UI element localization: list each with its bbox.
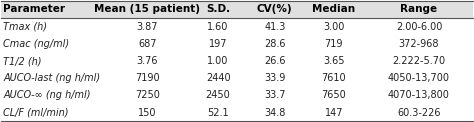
Text: Median: Median — [312, 4, 356, 14]
Text: T1/2 (h): T1/2 (h) — [3, 56, 42, 66]
Text: AUCO-∞ (ng h/ml): AUCO-∞ (ng h/ml) — [3, 90, 91, 100]
Text: 7250: 7250 — [135, 90, 160, 100]
Text: 2450: 2450 — [206, 90, 230, 100]
Text: 197: 197 — [209, 39, 228, 49]
Text: CV(%): CV(%) — [257, 4, 292, 14]
Text: 52.1: 52.1 — [207, 108, 229, 118]
Text: S.D.: S.D. — [206, 4, 230, 14]
Text: 4050-13,700: 4050-13,700 — [388, 73, 450, 83]
Text: 3.65: 3.65 — [323, 56, 345, 66]
Text: 719: 719 — [325, 39, 343, 49]
Text: 26.6: 26.6 — [264, 56, 285, 66]
Text: CL/F (ml/min): CL/F (ml/min) — [3, 108, 69, 118]
Text: 4070-13,800: 4070-13,800 — [388, 90, 450, 100]
Text: 60.3-226: 60.3-226 — [397, 108, 441, 118]
Text: Parameter: Parameter — [3, 4, 65, 14]
Text: 7190: 7190 — [135, 73, 160, 83]
Text: 372-968: 372-968 — [399, 39, 439, 49]
Text: 147: 147 — [325, 108, 343, 118]
Bar — [0, 1, 474, 18]
Text: 687: 687 — [138, 39, 156, 49]
Text: 2440: 2440 — [206, 73, 230, 83]
Text: 28.6: 28.6 — [264, 39, 285, 49]
Text: 3.87: 3.87 — [137, 22, 158, 32]
Text: Tmax (h): Tmax (h) — [3, 22, 47, 32]
Text: 34.8: 34.8 — [264, 108, 285, 118]
Text: 2.00-6.00: 2.00-6.00 — [396, 22, 442, 32]
Text: 1.00: 1.00 — [208, 56, 229, 66]
Text: Cmac (ng/ml): Cmac (ng/ml) — [3, 39, 69, 49]
Text: 1.60: 1.60 — [208, 22, 229, 32]
Text: 7610: 7610 — [321, 73, 346, 83]
Text: 33.7: 33.7 — [264, 90, 285, 100]
Text: AUCO-last (ng h/ml): AUCO-last (ng h/ml) — [3, 73, 100, 83]
Text: Mean (15 patient): Mean (15 patient) — [94, 4, 200, 14]
Text: 3.00: 3.00 — [323, 22, 345, 32]
Text: 150: 150 — [138, 108, 156, 118]
Text: 2.222-5.70: 2.222-5.70 — [392, 56, 446, 66]
Text: 33.9: 33.9 — [264, 73, 285, 83]
Text: 41.3: 41.3 — [264, 22, 285, 32]
Text: 3.76: 3.76 — [137, 56, 158, 66]
Text: 7650: 7650 — [321, 90, 346, 100]
Text: Range: Range — [401, 4, 438, 14]
